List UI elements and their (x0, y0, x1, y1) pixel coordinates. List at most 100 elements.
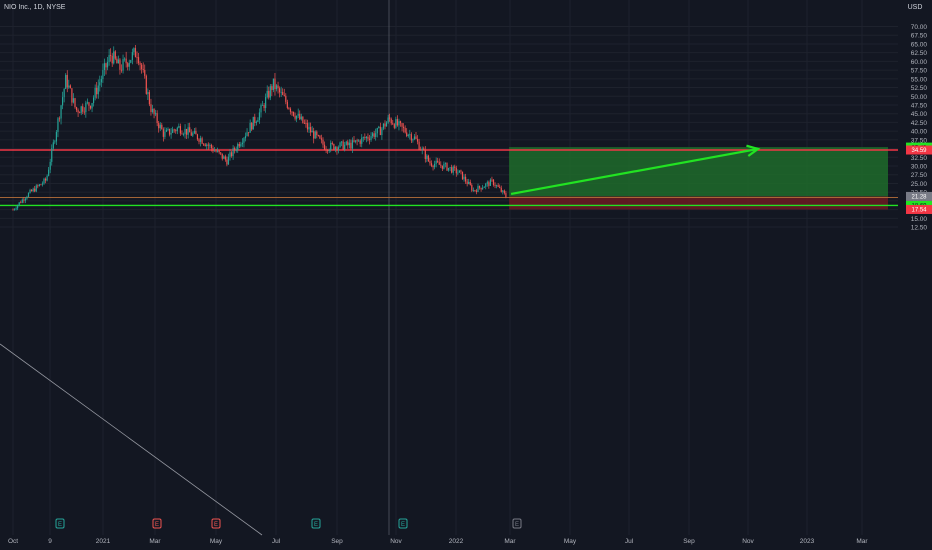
candle-body (254, 116, 256, 123)
candle-body (203, 143, 205, 145)
candle-body (347, 141, 349, 146)
candle-body (176, 127, 178, 132)
candle-body (172, 129, 174, 133)
y-axis-tick-label: 45.00 (911, 111, 928, 118)
candle-body (396, 119, 398, 126)
candle-body (454, 166, 456, 168)
candle-body (280, 91, 282, 93)
candle-body (198, 139, 200, 142)
candle-body (43, 178, 45, 184)
y-axis-tick-label: 55.00 (911, 76, 928, 83)
candle-body (196, 134, 199, 140)
candle-body (116, 58, 118, 64)
candle-body (325, 149, 327, 151)
candle-body (291, 111, 293, 113)
candle-body (376, 127, 378, 134)
candle-body (403, 126, 405, 128)
candle-body (458, 170, 460, 173)
candle-body (182, 134, 185, 135)
candle-body (86, 102, 88, 104)
candle-body (393, 124, 395, 128)
candle-body (364, 137, 366, 139)
candle-body (195, 130, 197, 135)
candle-body (361, 137, 363, 144)
candle-body (429, 161, 431, 164)
candle-body (327, 150, 329, 152)
candle-body (147, 92, 149, 94)
candle-body (488, 182, 490, 186)
candle-body (385, 122, 388, 127)
candle-body (269, 86, 271, 98)
candle-body (311, 130, 313, 133)
candle-body (133, 48, 135, 53)
candle-body (474, 190, 476, 191)
candle-body (499, 186, 501, 188)
candle-body (378, 126, 380, 128)
candle-body (74, 98, 76, 108)
y-axis-tick-label: 42.50 (911, 120, 928, 127)
candle-body (395, 119, 397, 128)
candle-body (382, 123, 385, 129)
earnings-marker-icon (55, 518, 65, 529)
candle-body (108, 55, 110, 62)
candle-body (491, 179, 493, 181)
candle-body (345, 141, 347, 145)
candle-body (55, 131, 57, 142)
candle-body (32, 188, 34, 192)
symbol-label: NIO Inc., 1D, NYSE (4, 4, 66, 11)
candle-body (130, 60, 132, 63)
candle-body (305, 123, 307, 124)
candle-body (401, 123, 403, 127)
candle-body (334, 147, 336, 150)
candle-body (341, 141, 343, 143)
candle-body (323, 144, 326, 150)
earnings-marker-icon (211, 518, 221, 529)
candle-body (392, 123, 394, 125)
candle-body (105, 63, 107, 68)
candle-body (79, 112, 81, 114)
x-axis-tick-label: Oct (8, 538, 18, 545)
candle-body (381, 128, 383, 136)
candle-body (127, 63, 129, 67)
candle-body (229, 152, 231, 157)
candle-body (482, 187, 484, 190)
candle-body (300, 116, 302, 120)
candle-body (82, 106, 84, 112)
candle-body (148, 92, 150, 105)
y-axis-tick-label: 57.50 (911, 68, 928, 75)
candle-body (80, 106, 82, 113)
x-axis-tick-label: Mar (504, 538, 516, 545)
candle-body (435, 160, 437, 164)
candle-body (69, 85, 71, 89)
candle-body (27, 192, 30, 197)
candle-body (217, 150, 219, 152)
price-tag (906, 204, 932, 214)
candle-body (44, 178, 47, 181)
candle-body (356, 140, 358, 142)
candle-body (134, 48, 137, 58)
candle-body (496, 185, 498, 187)
candle-body (96, 87, 98, 95)
candle-body (316, 131, 318, 136)
candle-body (480, 187, 482, 190)
candle-body (451, 167, 453, 173)
candle-body (421, 148, 423, 151)
candle-body (131, 52, 133, 61)
candle-body (51, 148, 53, 162)
candle-body (218, 150, 220, 153)
y-axis-tick-label: 15.00 (911, 216, 928, 223)
candle-body (241, 142, 243, 145)
x-axis-tick-label: 2023 (800, 538, 815, 545)
candle-body (20, 202, 22, 204)
candle-body (257, 119, 259, 122)
candle-body (110, 55, 112, 56)
candle-body (348, 142, 350, 146)
candle-body (124, 58, 126, 60)
candle-body (271, 86, 273, 90)
candle-body (258, 112, 261, 120)
candle-body (424, 149, 426, 159)
candle-body (370, 136, 372, 140)
candle-body (48, 169, 50, 176)
